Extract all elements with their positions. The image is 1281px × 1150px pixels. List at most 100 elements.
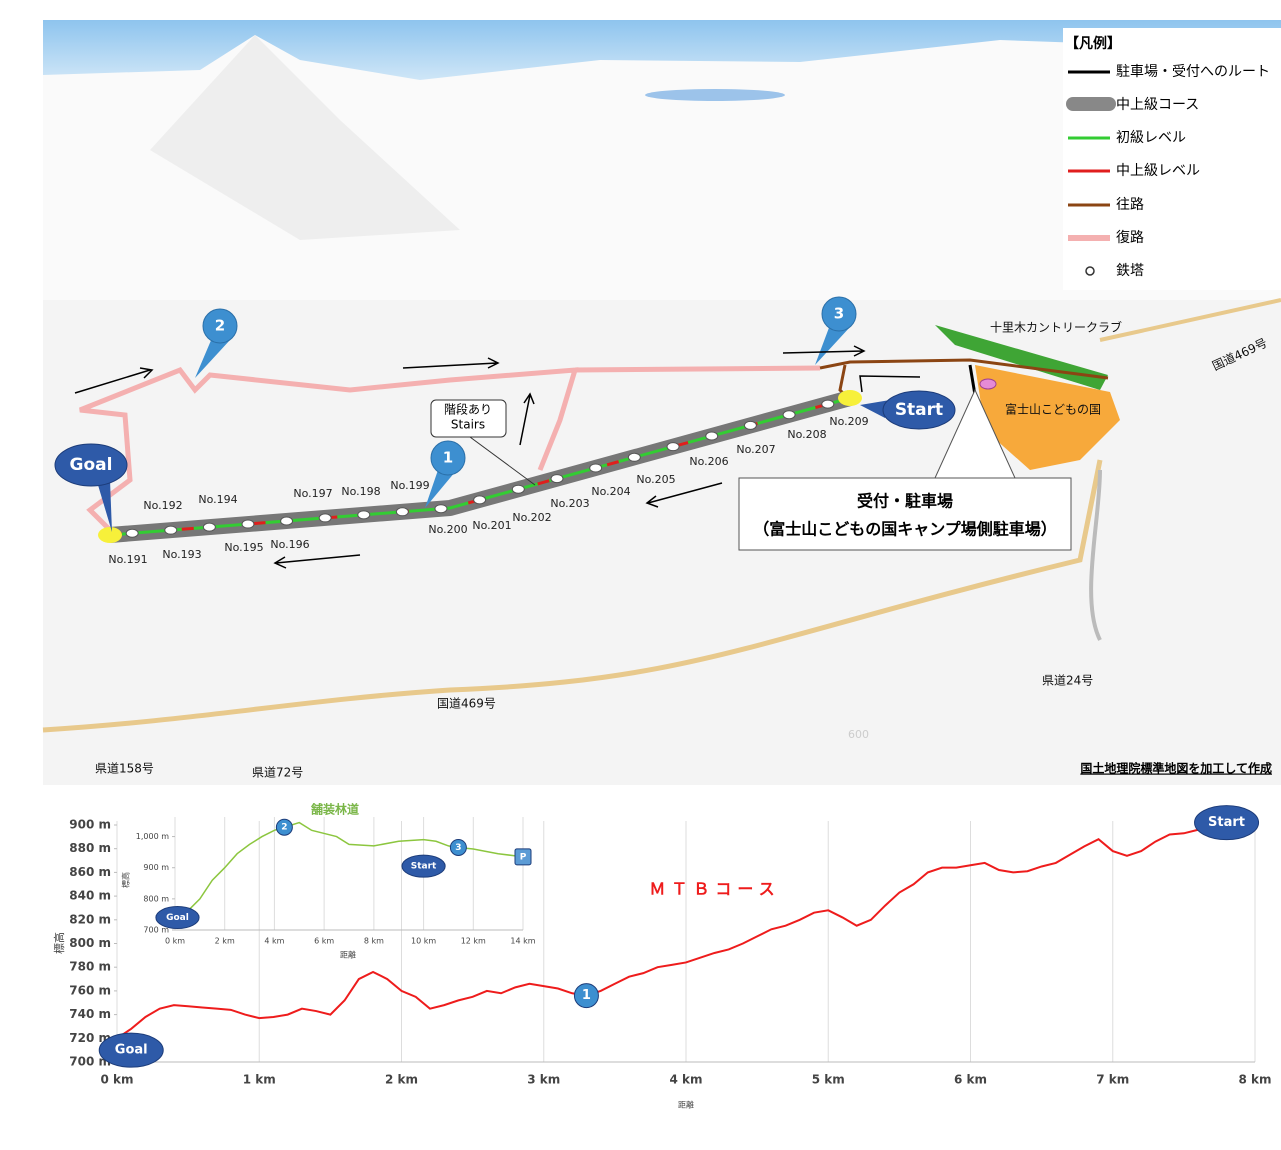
pylon	[357, 510, 371, 520]
y-tick-label: 760 m	[69, 983, 111, 997]
place-label: 県道72号	[252, 766, 303, 780]
pylon-label: No.195	[224, 541, 263, 554]
inset-box	[118, 800, 538, 960]
point-3: 3	[815, 296, 857, 365]
pylon-label: No.203	[550, 497, 589, 510]
pylon-label: No.200	[428, 523, 467, 536]
x-tick-label: 2 km	[385, 1073, 418, 1087]
pylon	[782, 410, 796, 420]
annotation-marker	[449, 838, 467, 856]
legend-item: 駐車場・受付へのルート	[1116, 63, 1270, 80]
pylon	[202, 522, 216, 532]
stairs-box	[430, 399, 507, 438]
point-label: 1	[443, 449, 453, 467]
pylon-label: No.194	[198, 493, 237, 506]
y-tick-label: 1,000 m	[136, 832, 169, 841]
x-tick-label: 1 km	[243, 1073, 276, 1087]
x-tick-label: 12 km	[461, 937, 486, 946]
y-tick-label: 740 m	[69, 1007, 111, 1021]
x-tick-label: 0 km	[165, 937, 185, 946]
legend-item: 鉄塔	[1116, 263, 1144, 279]
x-axis-label: 距離	[678, 1100, 694, 1110]
y-tick-label: 880 m	[69, 841, 111, 855]
place-label: 国道469号	[437, 697, 496, 711]
pylon	[164, 525, 178, 535]
pylon	[395, 507, 409, 517]
annotation-label: 1	[582, 988, 591, 1003]
annotation-label: Start	[1208, 815, 1245, 830]
x-axis-label: 距離	[340, 950, 356, 960]
point-label: 2	[215, 317, 225, 335]
pylon-label: No.196	[270, 538, 309, 551]
reception-label: 受付・駐車場	[857, 492, 953, 511]
pylon-label: No.201	[472, 519, 511, 532]
return-route	[79, 365, 821, 532]
x-tick-label: 7 km	[1096, 1073, 1129, 1087]
annotation-marker	[401, 854, 446, 878]
reception-label: （富士山こどもの国キャンプ場側駐車場）	[753, 520, 1057, 539]
pylon-label: No.192	[143, 499, 182, 512]
x-tick-label: 10 km	[411, 937, 436, 946]
pylon	[511, 484, 525, 494]
annotation-label: 2	[281, 823, 287, 833]
pylon	[705, 431, 719, 441]
road	[1099, 298, 1281, 342]
pylon	[550, 474, 564, 484]
x-tick-label: 5 km	[812, 1073, 845, 1087]
pylon	[627, 452, 641, 462]
y-tick-label: 780 m	[69, 960, 111, 974]
access-route	[968, 364, 977, 396]
legend-item: 往路	[1116, 197, 1144, 213]
pylon-label: No.204	[591, 485, 630, 498]
legend-item: 中上級コース	[1116, 97, 1199, 113]
stairs-pointer	[469, 436, 536, 486]
place-label: 県道158号	[95, 762, 154, 776]
pylon-label: No.206	[689, 455, 728, 468]
arrows	[74, 345, 921, 569]
pylon	[473, 495, 487, 505]
place-label: 十里木カントリークラブ	[990, 320, 1122, 335]
y-tick-label: 860 m	[69, 865, 111, 879]
legend-item: 初級レベル	[1116, 129, 1186, 146]
pylon-label: No.193	[162, 548, 201, 561]
kodomo-area	[975, 365, 1120, 470]
x-tick-label: 3 km	[527, 1073, 560, 1087]
point-label: 3	[834, 305, 844, 323]
pylon-label: No.208	[787, 428, 826, 441]
y-tick-label: 700 m	[143, 926, 169, 935]
legend: 【凡例】 駐車場・受付へのルート 中上級コース 初級レベル 中上級レベル 往路 …	[1063, 28, 1281, 290]
y-tick-label: 720 m	[69, 1031, 111, 1045]
annotation-marker	[573, 983, 599, 1009]
pylon-label: No.197	[293, 487, 332, 500]
annotation-label: Goal	[166, 913, 189, 923]
goal-label: Goal	[70, 455, 113, 475]
y-tick-label: 800 m	[69, 936, 111, 950]
x-tick-label: 6 km	[314, 937, 334, 946]
line	[116, 821, 1227, 1040]
y-tick-label: 800 m	[143, 894, 169, 903]
y-tick-label: 820 m	[69, 912, 111, 926]
pylon	[589, 463, 603, 473]
pylon	[125, 528, 139, 538]
pylon-label: No.191	[108, 553, 147, 566]
pylon	[434, 504, 448, 514]
point-1: 1	[425, 440, 466, 508]
stairs-label: Stairs	[451, 418, 485, 432]
y-tick-label: 700 m	[69, 1055, 111, 1069]
x-tick-label: 0 km	[100, 1073, 133, 1087]
chart-title: 舗装林道	[310, 802, 359, 817]
callout-tail	[98, 480, 112, 532]
pylon	[743, 420, 757, 430]
place-label: 富士山こどもの国	[1005, 402, 1101, 417]
road	[42, 459, 1103, 733]
pylon	[318, 513, 332, 523]
y-tick-label: 900 m	[143, 863, 169, 872]
contour-label: 600	[848, 728, 869, 741]
pylon-label: No.198	[341, 485, 380, 498]
pylon-label: No.199	[390, 479, 429, 492]
chart-title: ＭＴＢコース	[649, 880, 780, 899]
pylon	[666, 442, 680, 452]
x-tick-label: 14 km	[510, 937, 535, 946]
x-tick-label: 4 km	[264, 937, 284, 946]
